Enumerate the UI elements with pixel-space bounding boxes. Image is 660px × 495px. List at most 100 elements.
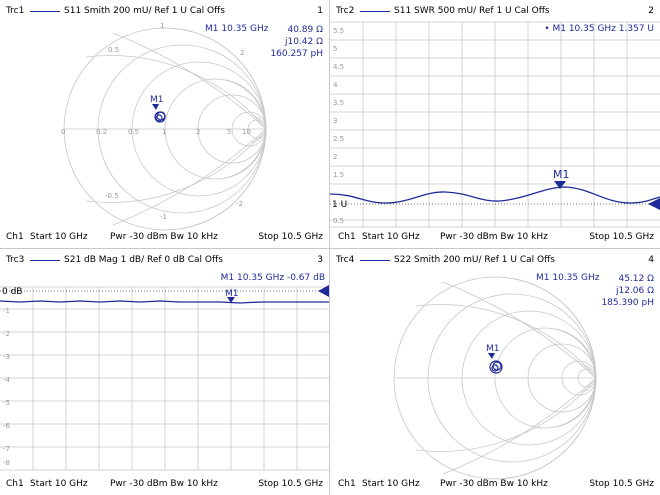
marker-tag[interactable]: M1 — [486, 344, 500, 354]
y-tick: 3 — [333, 117, 337, 125]
y-tick: 2.5 — [333, 135, 344, 143]
marker-resistance: 45.12 Ω — [618, 274, 654, 284]
channel-footer: Ch1 Start 10 GHz Pwr -30 dBm Bw 10 kHz S… — [330, 228, 660, 248]
marker-readout-values: 45.12 Ω j12.06 Ω 185.390 pH — [601, 273, 654, 309]
pane-trc1[interactable]: Trc1 S11 Smith 200 mU/ Ref 1 U Cal Offs … — [0, 0, 329, 248]
marker-readout-label: M1 10.35 GHz — [205, 24, 269, 34]
trace-line-icon — [30, 11, 60, 12]
trace-number: 1 — [317, 6, 323, 16]
power-bandwidth[interactable]: Pwr -30 dBm Bw 10 kHz — [440, 479, 548, 489]
y-tick: 3.5 — [333, 99, 344, 107]
vertical-divider — [329, 0, 330, 495]
marker-reactance: j10.42 Ω — [284, 37, 323, 47]
y-tick: -7 — [3, 445, 10, 453]
trace-line-icon — [30, 260, 60, 261]
marker-readout: M1 10.35 GHz -0.67 dB — [220, 273, 325, 283]
y-tick: -3 — [3, 353, 10, 361]
start-frequency[interactable]: Start 10 GHz — [30, 479, 88, 489]
channel-label: Ch1 — [6, 479, 24, 489]
tick-label: 10 — [242, 128, 251, 136]
trace-header: Trc3 S21 dB Mag 1 dB/ Ref 0 dB Cal Offs … — [0, 249, 329, 273]
marker-triangle-icon[interactable] — [152, 104, 159, 110]
power-bandwidth[interactable]: Pwr -30 dBm Bw 10 kHz — [110, 479, 218, 489]
stop-frequency[interactable]: Stop 10.5 GHz — [589, 479, 654, 489]
trace-number: 3 — [317, 255, 323, 265]
start-frequency[interactable]: Start 10 GHz — [362, 479, 420, 489]
pane-trc4[interactable]: Trc4 S22 Smith 200 mU/ Ref 1 U Cal Offs … — [330, 249, 660, 495]
power-bandwidth[interactable]: Pwr -30 dBm Bw 10 kHz — [110, 232, 218, 242]
y-tick: -6 — [3, 422, 11, 430]
trace-description[interactable]: S21 dB Mag 1 dB/ Ref 0 dB Cal Offs — [64, 255, 223, 265]
y-tick: 5.5 — [333, 27, 344, 35]
trace-name[interactable]: Trc2 — [336, 6, 355, 16]
y-tick: 1.5 — [333, 171, 344, 179]
channel-footer: Ch1 Start 10 GHz Pwr -30 dBm Bw 10 kHz S… — [330, 475, 660, 495]
trace-header: Trc1 S11 Smith 200 mU/ Ref 1 U Cal Offs … — [0, 0, 329, 24]
trace-name[interactable]: Trc3 — [6, 255, 25, 265]
tick-label: 0.2 — [96, 128, 107, 136]
tick-label: 0.5 — [108, 46, 119, 54]
marker-reactance: j12.06 Ω — [615, 286, 654, 296]
tick-label: -0.5 — [105, 192, 119, 200]
channel-label: Ch1 — [338, 479, 356, 489]
marker-triangle-icon[interactable] — [554, 181, 566, 189]
tick-label: -2 — [236, 200, 243, 208]
trace-number: 2 — [648, 6, 654, 16]
start-frequency[interactable]: Start 10 GHz — [30, 232, 88, 242]
trace-name[interactable]: Trc4 — [336, 255, 355, 265]
trace-1 — [154, 111, 166, 123]
marker-tag[interactable]: M1 — [553, 168, 570, 181]
channel-label: Ch1 — [338, 232, 356, 242]
trace-3 — [0, 300, 329, 304]
pane-trc2[interactable]: Trc2 S11 SWR 500 mU/ Ref 1 U Cal Offs 2 … — [329, 0, 660, 248]
y-tick: -8 — [3, 459, 10, 467]
s21-chart[interactable]: 0 dB -1 -2 -3 -4 -5 -6 -7 -8 M1 — [0, 249, 329, 495]
marker-readout: • M1 10.35 GHz 1.357 U — [544, 24, 654, 34]
channel-label: Ch1 — [6, 232, 24, 242]
trace-description[interactable]: S22 Smith 200 mU/ Ref 1 U Cal Offs — [394, 255, 555, 265]
horizontal-divider — [0, 248, 660, 249]
stop-frequency[interactable]: Stop 10.5 GHz — [589, 232, 654, 242]
pane-trc3[interactable]: Trc3 S21 dB Mag 1 dB/ Ref 0 dB Cal Offs … — [0, 249, 329, 495]
trace-4 — [489, 360, 503, 374]
smith-chart-2[interactable]: M1 — [330, 249, 660, 495]
reference-label: 0 dB — [2, 287, 22, 297]
stop-frequency[interactable]: Stop 10.5 GHz — [258, 479, 323, 489]
tick-label: 0 — [61, 128, 65, 136]
marker-triangle-icon[interactable] — [227, 297, 235, 303]
trace-header: Trc2 S11 SWR 500 mU/ Ref 1 U Cal Offs 2 — [330, 0, 660, 24]
y-tick: 0.5 — [333, 217, 344, 225]
marker-tag[interactable]: M1 — [150, 95, 164, 105]
marker-tag[interactable]: M1 — [225, 289, 239, 299]
reference-label: 1 U — [332, 200, 347, 210]
channel-footer: Ch1 Start 10 GHz Pwr -30 dBm Bw 10 kHz S… — [0, 228, 329, 248]
marker-inductance: 185.390 pH — [601, 298, 654, 308]
y-tick: 2 — [333, 153, 337, 161]
trace-2 — [329, 186, 660, 204]
smith-chart-1[interactable]: 0.5 1 2 0 0.2 0.5 1 2 5 10 -0.5 -1 -2 M1 — [0, 0, 329, 248]
marker-inductance: 160.257 pH — [270, 49, 323, 59]
tick-label: -1 — [160, 213, 167, 221]
y-tick: 5 — [333, 45, 337, 53]
tick-label: 1 — [162, 128, 166, 136]
trace-header: Trc4 S22 Smith 200 mU/ Ref 1 U Cal Offs … — [330, 249, 660, 273]
y-tick: 4.5 — [333, 63, 344, 71]
marker-triangle-icon[interactable] — [488, 353, 495, 359]
marker-readout-values: 40.89 Ω j10.42 Ω 160.257 pH — [270, 24, 323, 60]
marker-resistance: 40.89 Ω — [287, 25, 323, 35]
trace-description[interactable]: S11 Smith 200 mU/ Ref 1 U Cal Offs — [64, 6, 225, 16]
swr-chart[interactable]: 5.5 5 4.5 4 3.5 3 2.5 2 1.5 0.5 1 U M1 — [329, 0, 660, 248]
start-frequency[interactable]: Start 10 GHz — [362, 232, 420, 242]
stop-frequency[interactable]: Stop 10.5 GHz — [258, 232, 323, 242]
tick-label: 0.5 — [128, 128, 139, 136]
trace-description[interactable]: S11 SWR 500 mU/ Ref 1 U Cal Offs — [394, 6, 550, 16]
power-bandwidth[interactable]: Pwr -30 dBm Bw 10 kHz — [440, 232, 548, 242]
reference-arrow-icon[interactable] — [318, 285, 329, 297]
trace-line-icon — [360, 260, 390, 261]
tick-label: 2 — [240, 49, 244, 57]
tick-label: 1 — [160, 22, 164, 30]
y-tick: 4 — [333, 81, 338, 89]
marker-readout-label: M1 10.35 GHz — [536, 273, 600, 283]
trace-name[interactable]: Trc1 — [6, 6, 25, 16]
reference-arrow-icon[interactable] — [648, 198, 660, 210]
